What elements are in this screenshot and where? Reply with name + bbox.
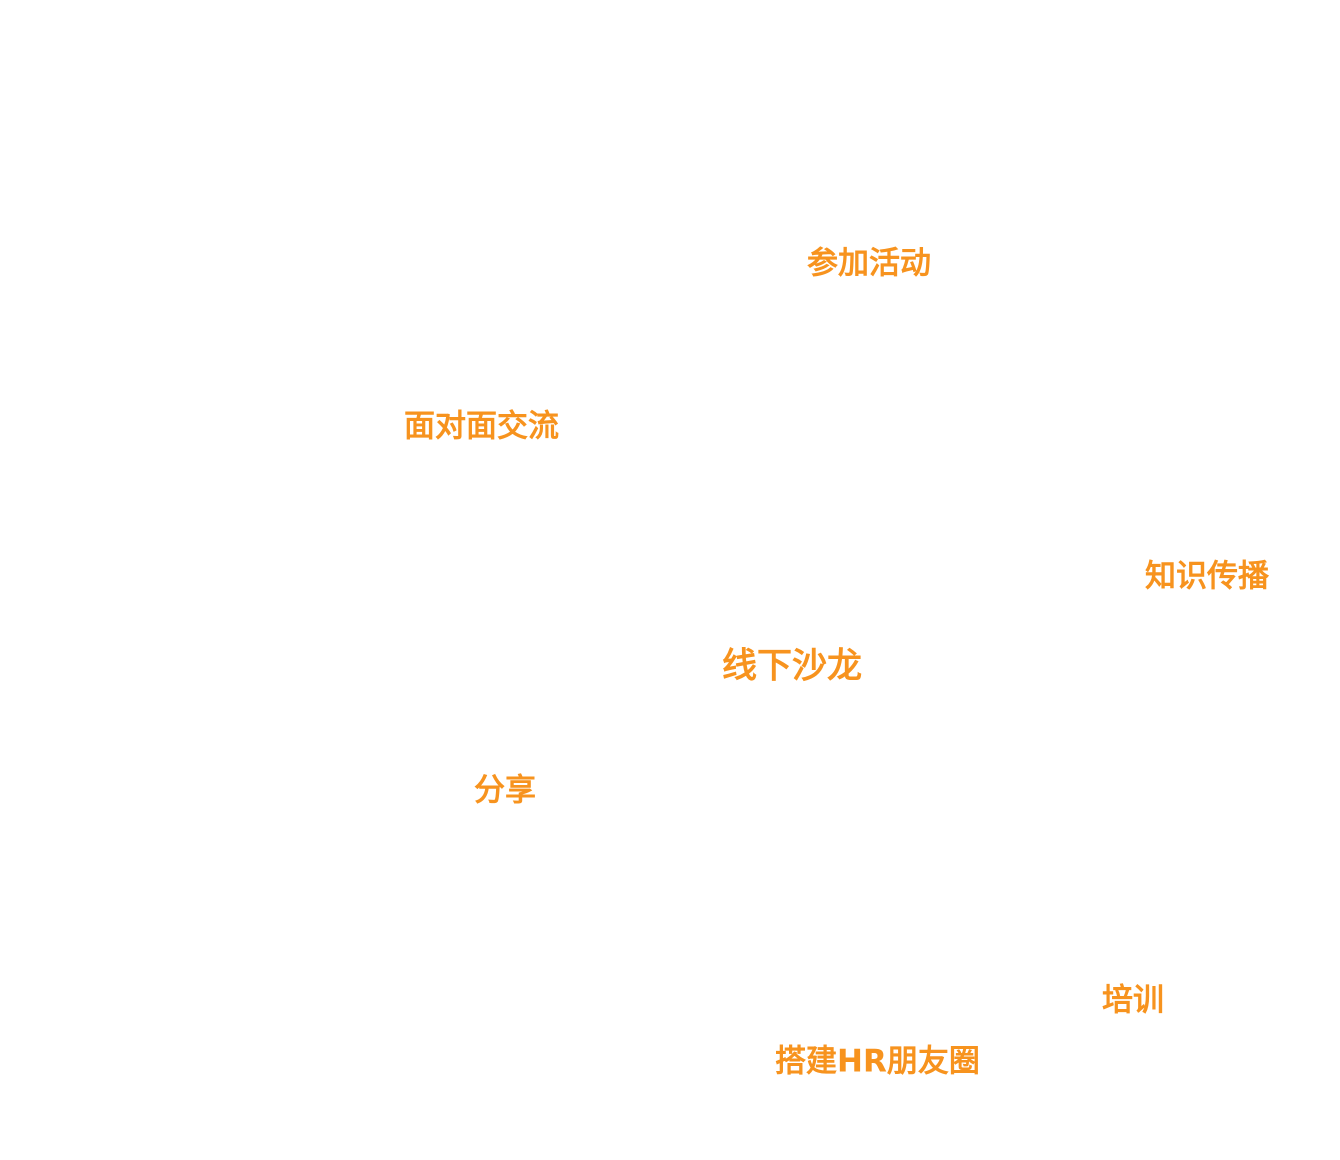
word: 培训	[1102, 982, 1164, 1019]
word: 搭建HR朋友圈	[775, 1043, 980, 1080]
word: 参加活动	[807, 245, 931, 282]
word: 分享	[474, 772, 536, 809]
word: 线下沙龙	[722, 646, 863, 687]
word: 知识传播	[1145, 558, 1269, 595]
word: 面对面交流	[404, 408, 559, 445]
